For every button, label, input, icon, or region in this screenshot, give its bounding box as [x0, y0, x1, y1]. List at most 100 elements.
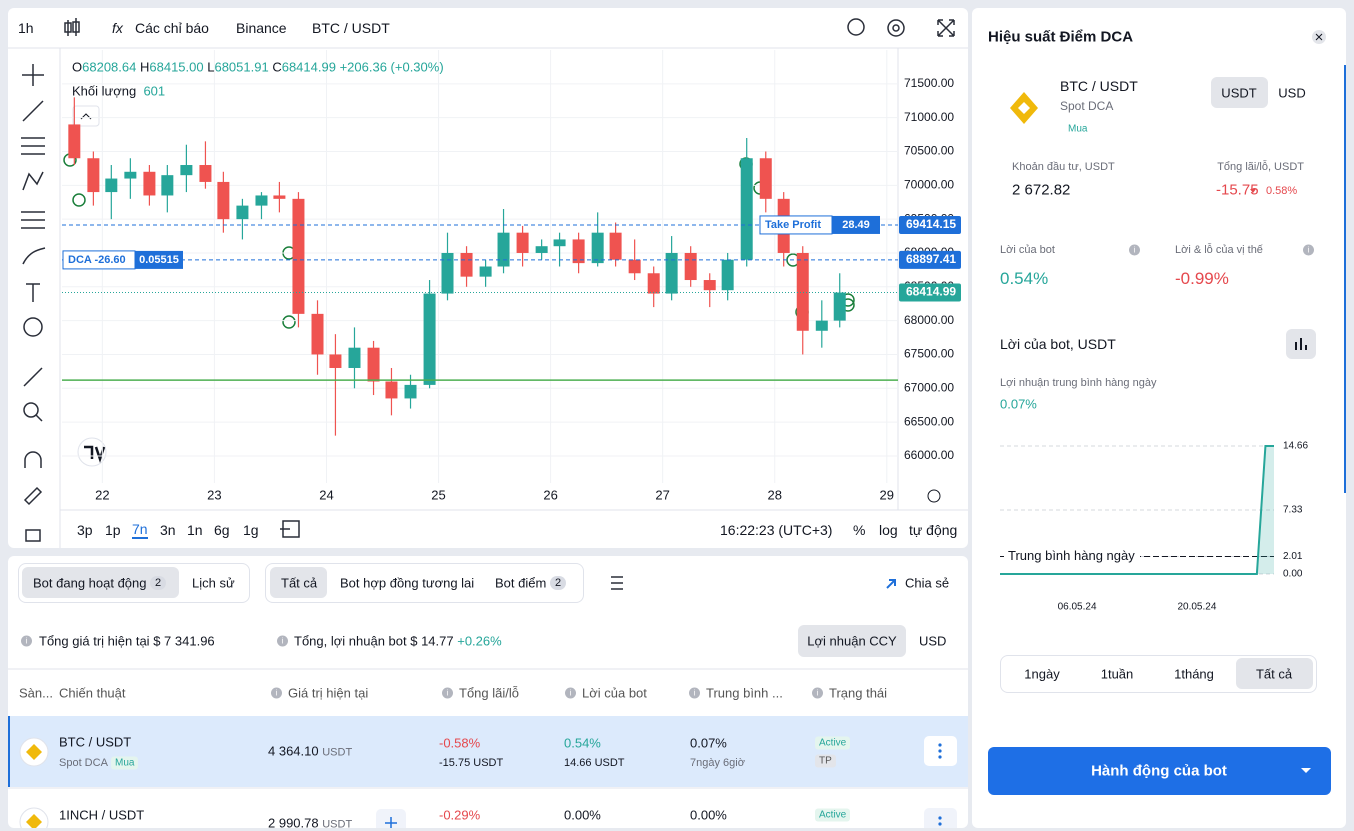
- action-label[interactable]: Hành động của bot: [1091, 762, 1227, 780]
- period-tab[interactable]: 1tuần: [1100, 666, 1134, 682]
- stat-label: Khoản đầu tư, USDT: [1012, 161, 1115, 173]
- settings-icon[interactable]: [927, 489, 941, 503]
- status-tag: Active: [815, 808, 851, 822]
- stat-value: -0.99%: [1175, 269, 1229, 288]
- candle-body: [516, 232, 529, 253]
- average-label-bg: [1004, 547, 1140, 566]
- share[interactable]: Chia sẻ: [905, 575, 950, 591]
- currency-active[interactable]: [798, 625, 906, 657]
- stat-value: 0.54%: [1000, 269, 1049, 288]
- action-caret: [1301, 768, 1311, 773]
- detail-panel: [972, 8, 1346, 828]
- indicators[interactable]: Các chỉ báo: [135, 20, 209, 36]
- timeframe[interactable]: 1h: [18, 20, 34, 36]
- candle-body: [721, 259, 734, 291]
- unit[interactable]: USD: [1278, 85, 1306, 101]
- column-header: Sàn...: [19, 685, 53, 701]
- range-button[interactable]: 7n: [132, 521, 148, 539]
- panel-title: Hiệu suất Điểm DCA: [988, 28, 1134, 46]
- chart-title: Lời của bot, USDT: [1000, 336, 1116, 352]
- filter[interactable]: Bot hợp đồng tương lai: [340, 575, 475, 591]
- candle-body: [647, 273, 660, 294]
- range-button[interactable]: 1n: [187, 522, 203, 538]
- info-icon: i: [277, 635, 288, 647]
- range-button[interactable]: 3p: [77, 522, 93, 538]
- filter-active[interactable]: [270, 567, 327, 598]
- pair[interactable]: BTC / USDT: [312, 20, 390, 36]
- summary-label: Tổng, lợi nhuận bot: [294, 633, 407, 649]
- cell-strategy: Spot DCA: [59, 757, 108, 769]
- y-tick-label: 66000.00: [904, 448, 954, 462]
- line-tag: 0.05515: [139, 254, 179, 266]
- log-toggle[interactable]: log: [879, 522, 898, 538]
- period-active[interactable]: [1236, 658, 1313, 689]
- info-icon: i: [812, 687, 823, 699]
- candle-chart: 22 23 24 25 26 27 28 29 66000.00 66500.00 67000.00…: [62, 50, 961, 502]
- range-button[interactable]: 3n: [160, 522, 176, 538]
- candle-body: [796, 252, 809, 331]
- toolbar-icons: [64, 18, 955, 590]
- profit-chart: 0.00 2.01 7.33 14.66 06.05.24 20.05.24 Trung b…: [1000, 441, 1308, 613]
- currency[interactable]: Lợi nhuận CCY: [807, 633, 897, 649]
- cell-value: 2 990.78 USDT: [268, 816, 352, 831]
- price-label-bg: [899, 215, 961, 234]
- cell-avg: 0.00%: [690, 807, 727, 823]
- exchange[interactable]: Binance: [236, 20, 287, 36]
- candle-body: [273, 195, 286, 199]
- cell-pnl: -15.75 USDT: [439, 757, 504, 769]
- candle-body: [535, 246, 548, 253]
- cell-pnl-pct: -0.58%: [439, 735, 481, 751]
- ohlc-legend: O68208.64 H68415.00 L68051.91 C68414.99 …: [72, 60, 444, 75]
- collapse-button[interactable]: [72, 105, 100, 127]
- clock: 16:22:23 (UTC+3): [720, 522, 833, 538]
- filter[interactable]: Tất cả: [281, 575, 318, 591]
- unit-active[interactable]: [1211, 77, 1268, 108]
- info-icon: i: [689, 687, 700, 699]
- period-tab[interactable]: Tất cả: [1255, 666, 1293, 682]
- candle-body: [628, 259, 641, 274]
- currency[interactable]: USD: [919, 633, 947, 649]
- column-header[interactable]: Chiến thuật: [59, 685, 126, 701]
- candle-body: [311, 313, 324, 355]
- info-icon: i: [1129, 244, 1140, 256]
- period-tab[interactable]: 1ngày: [1024, 666, 1060, 682]
- x-tick-label: 22: [95, 487, 109, 502]
- action-button[interactable]: [988, 747, 1331, 795]
- filter[interactable]: Bot điểm: [495, 575, 547, 591]
- stat-label: Lời & lỗ của vị thế: [1175, 244, 1263, 256]
- volume-value: 601: [143, 83, 166, 99]
- percent-toggle[interactable]: %: [853, 522, 866, 538]
- strategy: Spot DCA: [1060, 99, 1114, 113]
- stat-label: Lời của bot: [1000, 244, 1055, 256]
- legend-key: C: [272, 59, 282, 75]
- x-tick-label: 23: [207, 487, 221, 502]
- cell-bot: 14.66 USDT: [564, 757, 625, 769]
- unit[interactable]: USDT: [1221, 85, 1257, 101]
- tab[interactable]: Bot đang hoạt động: [33, 575, 147, 591]
- candle-body: [329, 354, 342, 368]
- auto-toggle[interactable]: tự động: [909, 522, 958, 538]
- period-tab[interactable]: 1tháng: [1174, 666, 1214, 682]
- candle-body: [479, 266, 492, 277]
- unit: USDT: [322, 818, 353, 831]
- range-button[interactable]: 1g: [243, 522, 259, 538]
- candle-body: [105, 178, 118, 193]
- tab[interactable]: Lịch sử: [192, 575, 235, 591]
- candle-body: [292, 198, 305, 314]
- stat-label: Tổng lãi/lỗ, USDT: [1217, 161, 1304, 173]
- y-tick-label: 70000.00: [904, 177, 954, 191]
- summary-value: $ 14.77: [410, 633, 454, 649]
- y-tick-label: 71000.00: [904, 110, 954, 124]
- range-button[interactable]: 6g: [214, 522, 230, 538]
- cell-avg: 0.07%: [690, 735, 727, 751]
- candle-body: [124, 171, 137, 179]
- y-tick-label: 2.01: [1283, 551, 1303, 562]
- cell-duration: 7ngày 6giờ: [690, 757, 745, 769]
- legend-value: 68051.91: [214, 59, 269, 75]
- candle-body: [423, 293, 436, 385]
- range-button[interactable]: 1p: [105, 522, 121, 538]
- average-label: Trung bình hàng ngày: [1008, 548, 1135, 563]
- side-tag: Mua: [1068, 123, 1088, 135]
- pair: BTC / USDT: [1060, 78, 1138, 94]
- fx-icon: fx: [112, 20, 123, 36]
